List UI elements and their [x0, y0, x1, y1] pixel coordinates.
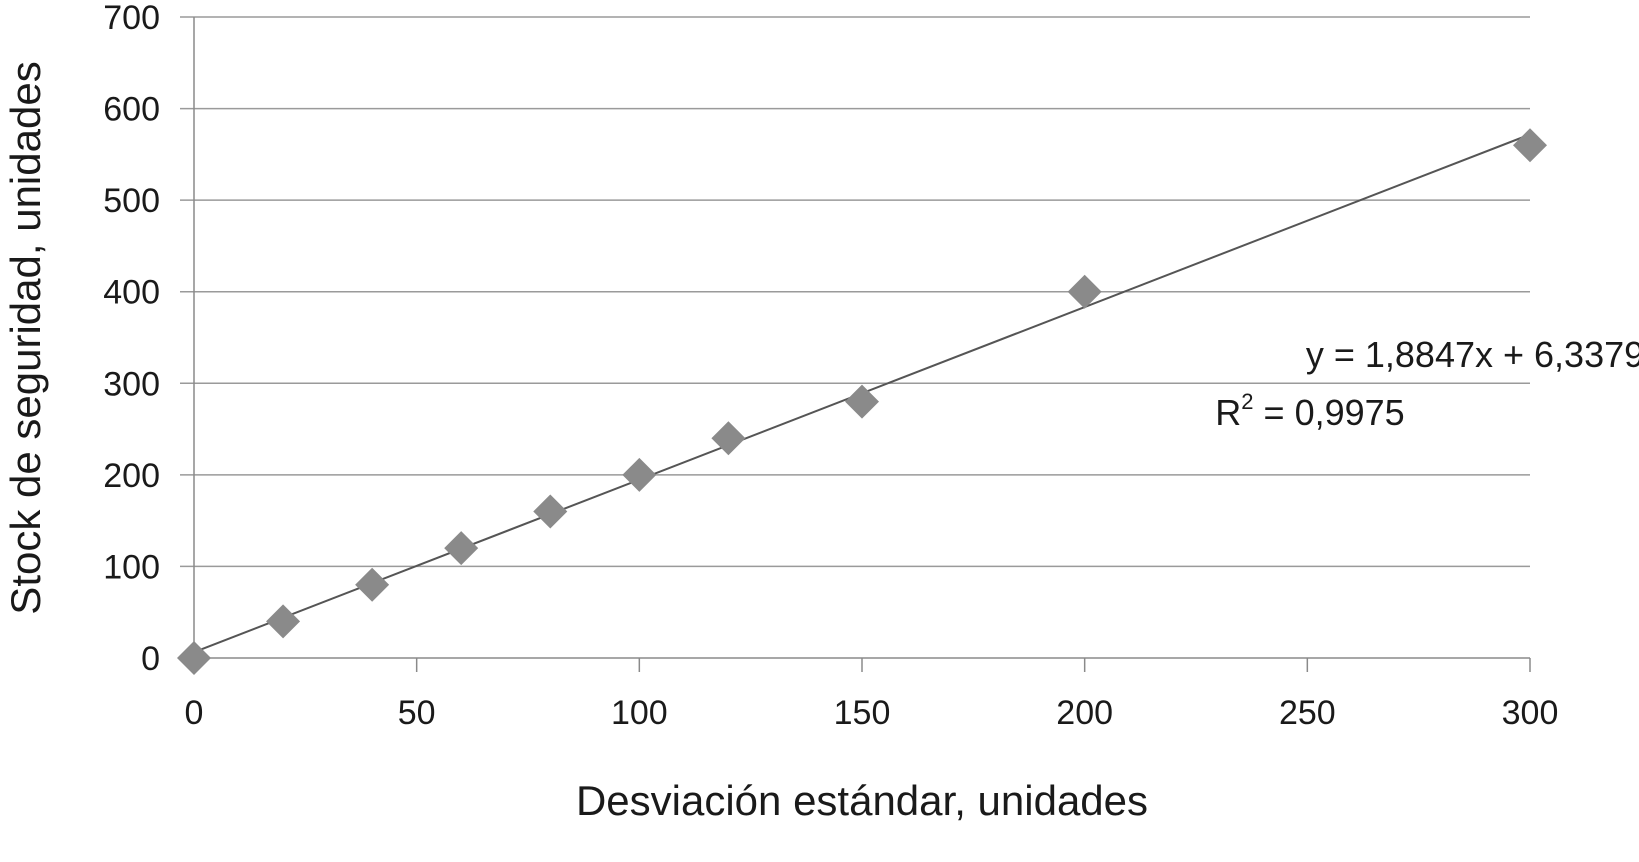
data-point: [533, 494, 568, 529]
data-point: [845, 384, 879, 419]
y-tick-label: 700: [103, 0, 160, 37]
y-tick-label: 0: [141, 640, 160, 678]
y-tick-label: 200: [103, 457, 160, 495]
r-squared-exponent: 2: [1241, 389, 1253, 414]
x-tick-label: 200: [1056, 694, 1113, 732]
data-point: [355, 567, 390, 602]
x-tick-labels: 0 50 100 150 200 250 300: [185, 694, 1559, 732]
r-squared-label: R2 = 0,9975: [1215, 389, 1404, 433]
x-tick-label: 250: [1279, 694, 1336, 732]
y-tick-labels: 0 100 200 300 400 500 600 700: [103, 0, 160, 678]
data-points: [177, 128, 1547, 675]
data-point: [177, 641, 211, 675]
data-point: [266, 604, 301, 639]
x-tick-label: 50: [398, 694, 436, 732]
r-squared-value: = 0,9975: [1254, 392, 1405, 433]
data-point: [622, 457, 657, 492]
y-tick-label: 500: [103, 182, 160, 220]
data-point: [444, 531, 479, 566]
data-point: [1513, 128, 1547, 163]
y-tick-label: 600: [103, 91, 160, 129]
y-tick-label: 400: [103, 274, 160, 312]
r-squared-symbol: R: [1215, 392, 1241, 433]
x-tick-label: 150: [834, 694, 891, 732]
data-point: [711, 421, 746, 456]
x-tick-label: 300: [1502, 694, 1559, 732]
y-tick-label: 100: [103, 548, 160, 586]
trendline-equation: y = 1,8847x + 6,3379: [1306, 334, 1639, 375]
axes: [180, 17, 1531, 672]
grid-lines: [180, 16, 1530, 568]
x-tick-label: 100: [611, 694, 668, 732]
y-tick-label: 300: [103, 365, 160, 403]
x-axis-title: Desviación estándar, unidades: [576, 777, 1148, 824]
x-tick-label: 0: [185, 694, 204, 732]
y-axis-title: Stock de seguridad, unidades: [2, 61, 49, 614]
data-point: [1067, 274, 1102, 309]
